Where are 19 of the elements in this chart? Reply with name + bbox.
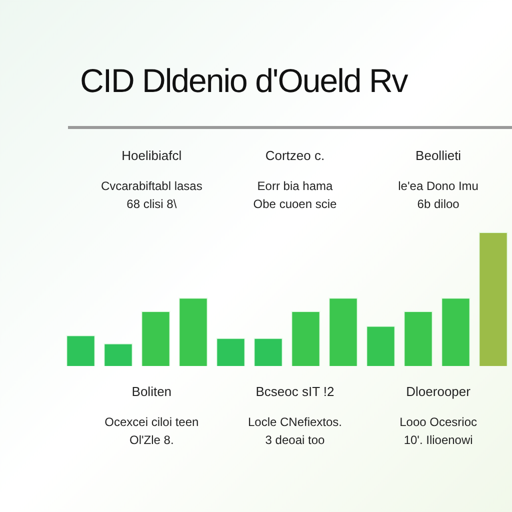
text: Obe cuoen scie	[252, 197, 338, 211]
text: Boliten	[130, 384, 173, 399]
text: Looo Ocesrioc	[398, 415, 478, 429]
text: 3 deoai too	[264, 433, 326, 447]
text: Cortzeo c.	[264, 148, 326, 163]
text: Dloerooper	[405, 384, 472, 399]
text: Hoelibiafcl	[120, 148, 183, 163]
text: Bcseoc sIT !2	[254, 384, 336, 399]
text: Cvcarabiftabl lasas	[100, 179, 204, 193]
text: 68 clisi 8\	[126, 197, 178, 211]
text: le'ea Dono Imu	[397, 179, 480, 193]
chart-title: CID Dldenio d'Oueld Rv	[80, 62, 409, 100]
text: Ol'Zle 8.	[128, 433, 175, 447]
text: Eorr bia hama	[256, 179, 334, 193]
text: 6b diloo	[416, 197, 460, 211]
text: 10'. Ilioenowi	[402, 433, 474, 447]
text: Locle CNefiextos.	[246, 415, 344, 429]
text: Ocexcei ciloi teen	[104, 415, 200, 429]
text: Beollieti	[414, 148, 462, 163]
